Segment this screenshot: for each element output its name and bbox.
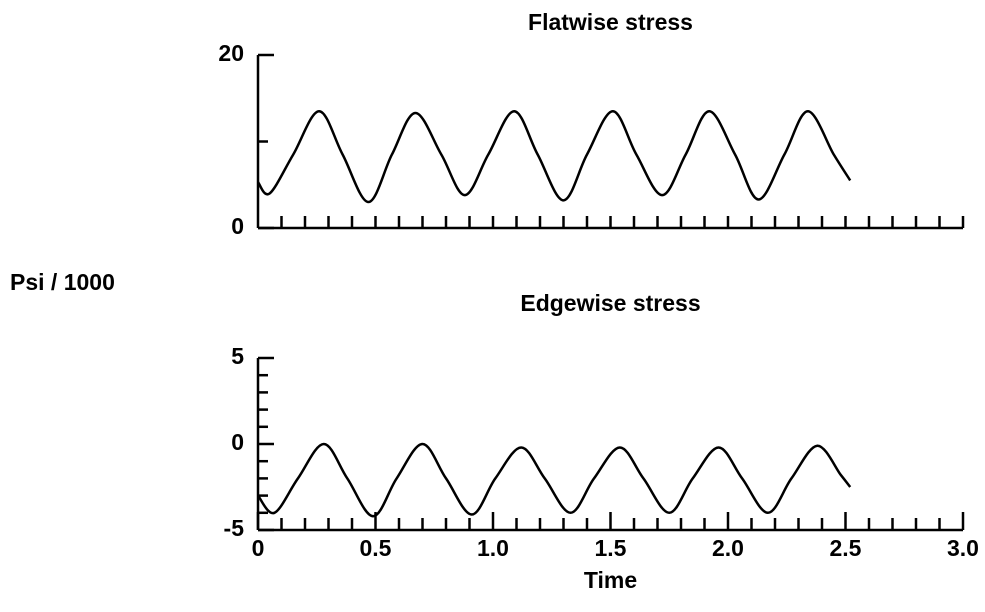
chart-title: Flatwise stress xyxy=(528,9,693,35)
y-tick-label: 0 xyxy=(231,213,244,239)
data-line xyxy=(256,109,852,204)
x-tick-label: 2.5 xyxy=(830,535,862,561)
y-tick-label: -5 xyxy=(224,515,245,541)
y-tick-label: 20 xyxy=(218,40,244,66)
y-axis-label: Psi / 1000 xyxy=(10,269,115,295)
x-tick-label: 3.0 xyxy=(947,535,979,561)
x-axis-label: Time xyxy=(584,567,637,593)
data-line xyxy=(256,442,852,518)
y-tick-label: 5 xyxy=(231,343,244,369)
x-tick-label: 1.0 xyxy=(477,535,509,561)
x-tick-label: 0.5 xyxy=(360,535,392,561)
y-tick-label: 0 xyxy=(231,429,244,455)
chart-title: Edgewise stress xyxy=(520,290,700,316)
x-tick-label: 0 xyxy=(252,535,265,561)
x-tick-label: 2.0 xyxy=(712,535,744,561)
x-tick-label: 1.5 xyxy=(595,535,627,561)
